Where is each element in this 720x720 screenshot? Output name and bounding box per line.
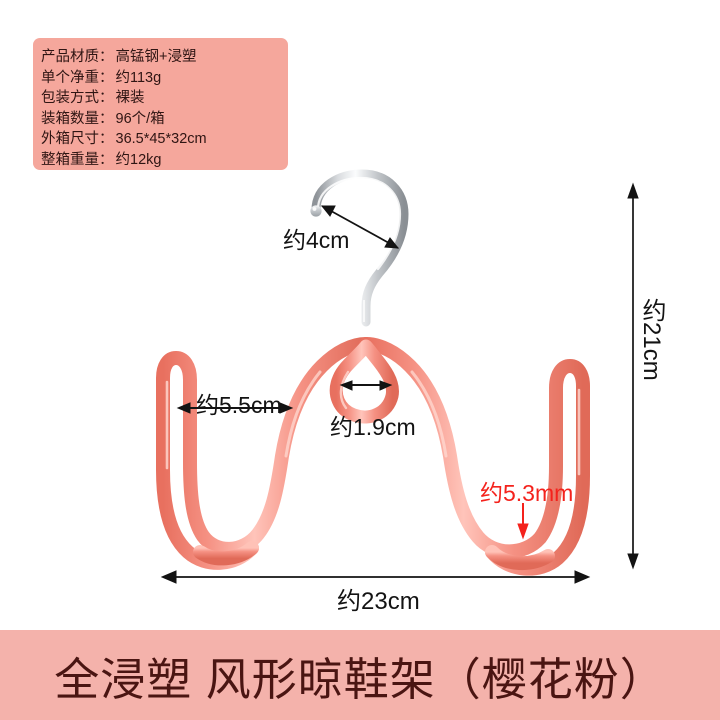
spec-row-carton-qty: 装箱数量： 96个/箱 (41, 107, 288, 128)
spec-table: 产品材质： 高锰钢+浸塑 单个净重： 约113g 包装方式： 裸装 装箱数量： … (33, 38, 288, 170)
dimension-label-wire-thickness: 约5.3mm (480, 480, 574, 506)
dimension-label-left-arm-width: 约5.5cm (196, 392, 282, 418)
left-gloss-highlight (284, 370, 322, 458)
product-title-banner: 全浸塑 风形晾鞋架（樱花粉） (0, 630, 720, 720)
dimension-label-total-width: 约23cm (337, 588, 420, 615)
spec-value: 约113g (115, 69, 162, 86)
dimension-label-total-height: 约21cm (638, 298, 665, 381)
spec-label: 单个净重： (41, 69, 114, 86)
spec-value: 裸装 (115, 90, 145, 106)
left-arm-wire (156, 337, 373, 570)
spec-value: 96个/箱 (115, 110, 165, 127)
right-arm-bottom (485, 545, 555, 571)
spec-label: 装箱数量： (41, 110, 114, 127)
pink-coated-frame (156, 308, 590, 576)
dim-line-center-loop (339, 380, 393, 391)
product-title: 全浸塑 风形晾鞋架（樱花粉） (54, 653, 666, 705)
spec-label: 包装方式： (41, 90, 114, 106)
spec-row-packaging: 包装方式： 裸装 (41, 86, 288, 107)
right-arm-wire (359, 337, 590, 576)
dimension-lines (160, 182, 639, 584)
right-gloss-highlight (410, 370, 448, 458)
spec-row-carton-weight: 整箱重量： 约12kg (41, 148, 288, 169)
spec-label: 产品材质： (41, 49, 114, 65)
spec-value: 高锰钢+浸塑 (115, 49, 197, 65)
spec-row-carton-size: 外箱尺寸： 36.5*45*32cm (41, 127, 288, 148)
spec-row-material: 产品材质： 高锰钢+浸塑 (41, 45, 288, 66)
dim-line-wire-thickness (517, 503, 529, 540)
spec-label: 外箱尺寸： (41, 131, 114, 147)
spec-value: 36.5*45*32cm (115, 131, 207, 147)
dimension-label-center-loop-width: 约1.9cm (330, 414, 416, 440)
left-arm-bottom (193, 541, 259, 566)
hook-ball-highlight (312, 207, 317, 211)
spec-label: 整箱重量： (41, 151, 114, 168)
spec-value: 约12kg (115, 151, 162, 168)
spec-row-net-weight: 单个净重： 约113g (41, 66, 288, 87)
hook-ball-tip (310, 205, 322, 217)
dimension-label-hook-width: 约4cm (283, 227, 350, 253)
loop-gloss (339, 370, 350, 410)
center-loop (329, 339, 399, 424)
